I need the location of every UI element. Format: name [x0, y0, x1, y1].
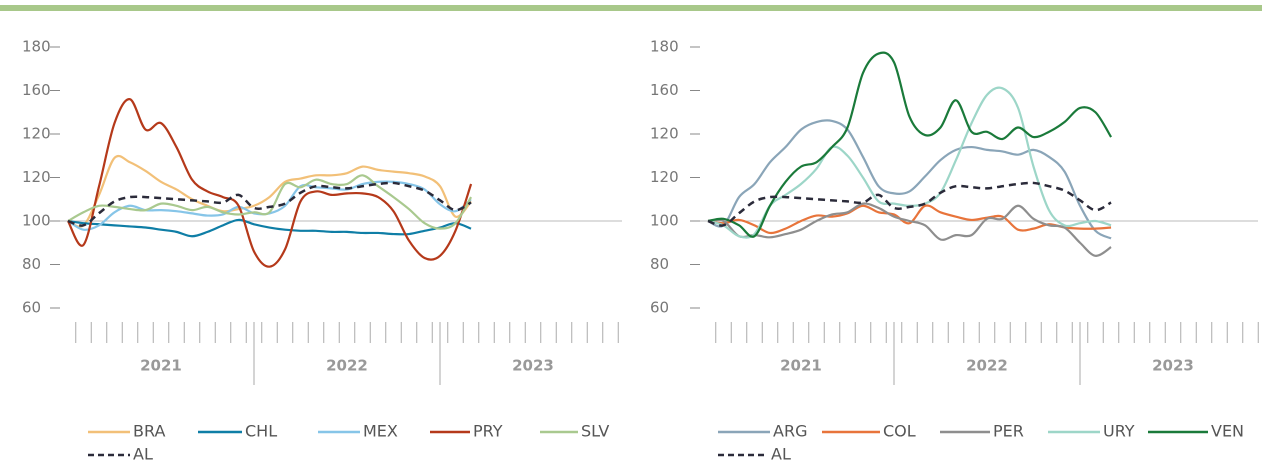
- legend-label: COL: [883, 422, 916, 441]
- y-tick-label: 80: [22, 255, 41, 273]
- y-tick-label: 160: [650, 81, 679, 99]
- y-tick-label: 120: [22, 125, 51, 143]
- top-bar: [0, 5, 1262, 11]
- legend-label: AL: [133, 445, 153, 464]
- y-tick-label: 120: [650, 125, 679, 143]
- y-tick-label: 120: [650, 168, 679, 186]
- x-tick-label: 2021: [140, 357, 182, 375]
- y-tick-label: 80: [650, 255, 669, 273]
- series-line: [67, 98, 473, 268]
- series-line: [67, 218, 472, 238]
- legend-label: ARG: [773, 422, 807, 441]
- y-tick-label: 60: [22, 299, 41, 317]
- y-tick-label: 180: [22, 38, 51, 56]
- x-tick-label: 2022: [966, 357, 1008, 375]
- legend-label: CHL: [245, 422, 277, 441]
- x-tick-label: 2021: [780, 357, 822, 375]
- x-tick-label: 2023: [1152, 357, 1194, 375]
- legend-label: BRA: [133, 422, 165, 441]
- y-tick-label: 180: [650, 38, 679, 56]
- x-tick-label: 2023: [512, 357, 554, 375]
- legend-label: PER: [993, 422, 1024, 441]
- series-line: [707, 119, 1112, 240]
- legend-label: AL: [771, 445, 791, 464]
- legend-label: MEX: [363, 422, 398, 441]
- series-line: [67, 174, 473, 230]
- y-tick-label: 60: [650, 299, 669, 317]
- series-line: [67, 154, 472, 228]
- legend-label: URY: [1103, 422, 1135, 441]
- series-line: [67, 181, 472, 227]
- legend-label: SLV: [581, 422, 609, 441]
- series-line: [707, 181, 1112, 227]
- y-tick-label: 120: [22, 168, 51, 186]
- series-line: [707, 51, 1113, 238]
- legend-label: PRY: [473, 422, 503, 441]
- y-tick-label: 100: [22, 212, 51, 230]
- series-line: [707, 202, 1112, 257]
- y-tick-label: 100: [650, 212, 679, 230]
- x-tick-label: 2022: [326, 357, 368, 375]
- y-tick-label: 160: [22, 81, 51, 99]
- legend-label: VEN: [1211, 422, 1244, 441]
